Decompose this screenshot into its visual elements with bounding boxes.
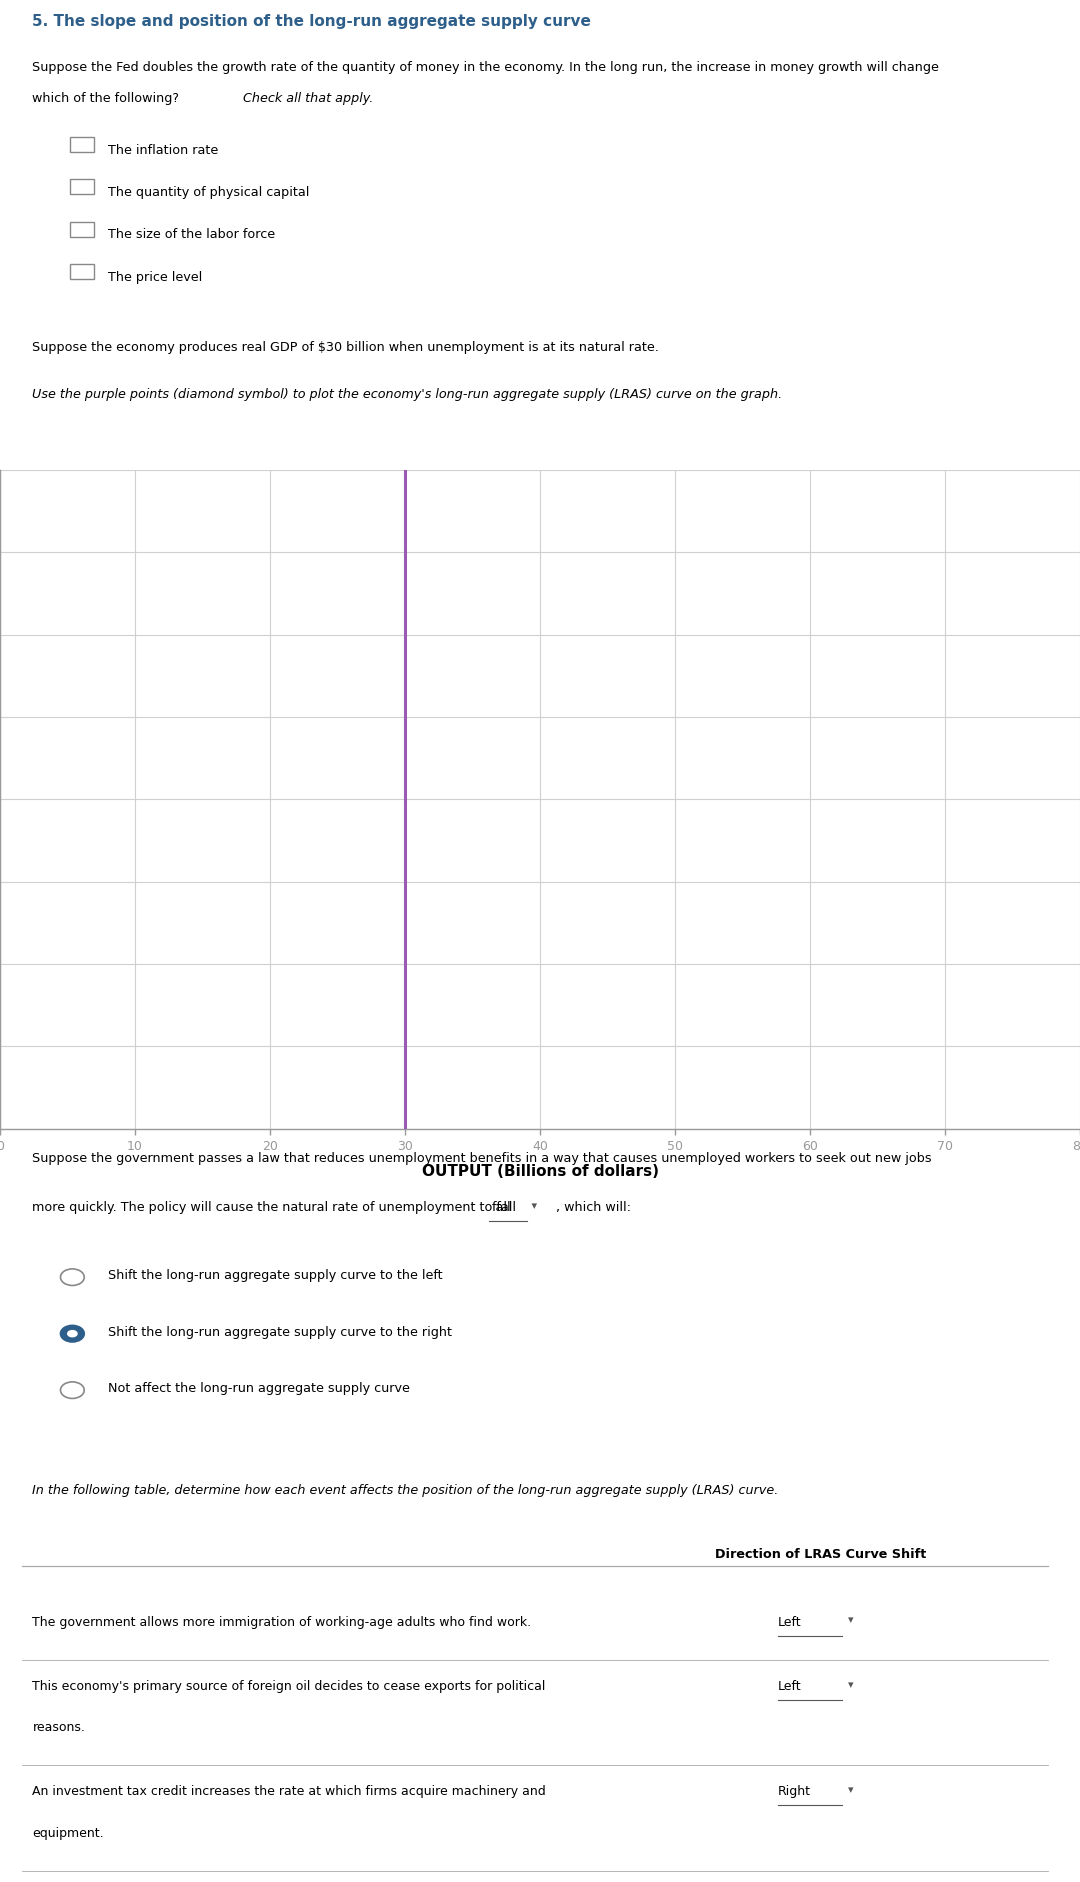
Text: ▾: ▾ (848, 1615, 853, 1624)
Text: Left: Left (778, 1679, 801, 1692)
Text: Use the purple points (diamond symbol) to plot the economy's long-run aggregate : Use the purple points (diamond symbol) t… (32, 388, 783, 401)
Text: which of the following?: which of the following? (32, 92, 184, 105)
Text: Shift the long-run aggregate supply curve to the right: Shift the long-run aggregate supply curv… (108, 1325, 453, 1338)
FancyBboxPatch shape (70, 181, 94, 196)
Text: equipment.: equipment. (32, 1826, 104, 1839)
Text: more quickly. The policy will cause the natural rate of unemployment to fall: more quickly. The policy will cause the … (32, 1201, 525, 1214)
Text: This economy's primary source of foreign oil decides to cease exports for politi: This economy's primary source of foreign… (32, 1679, 545, 1692)
Text: ▾: ▾ (528, 1201, 537, 1210)
Text: The inflation rate: The inflation rate (108, 143, 218, 156)
Text: ▾: ▾ (848, 1784, 853, 1794)
Text: An investment tax credit increases the rate at which firms acquire machinery and: An investment tax credit increases the r… (32, 1784, 546, 1797)
Text: In the following table, determine how each event affects the position of the lon: In the following table, determine how ea… (32, 1483, 779, 1496)
Circle shape (67, 1331, 78, 1338)
Text: Direction of LRAS Curve Shift: Direction of LRAS Curve Shift (715, 1547, 927, 1560)
Text: , which will:: , which will: (556, 1201, 631, 1214)
Circle shape (60, 1268, 84, 1285)
X-axis label: OUTPUT (Billions of dollars): OUTPUT (Billions of dollars) (421, 1163, 659, 1178)
Text: 5. The slope and position of the long-run aggregate supply curve: 5. The slope and position of the long-ru… (32, 13, 591, 28)
Text: Left: Left (778, 1615, 801, 1628)
Circle shape (60, 1325, 84, 1342)
Text: The size of the labor force: The size of the labor force (108, 228, 275, 241)
Circle shape (60, 1381, 84, 1398)
Text: Right: Right (778, 1784, 811, 1797)
FancyBboxPatch shape (70, 265, 94, 280)
FancyBboxPatch shape (70, 137, 94, 152)
Text: Check all that apply.: Check all that apply. (243, 92, 374, 105)
FancyBboxPatch shape (70, 222, 94, 237)
Text: Suppose the government passes a law that reduces unemployment benefits in a way : Suppose the government passes a law that… (32, 1152, 932, 1165)
Text: Suppose the Fed doubles the growth rate of the quantity of money in the economy.: Suppose the Fed doubles the growth rate … (32, 60, 940, 73)
Text: ▾: ▾ (848, 1679, 853, 1688)
Text: Shift the long-run aggregate supply curve to the left: Shift the long-run aggregate supply curv… (108, 1268, 443, 1282)
Text: The price level: The price level (108, 271, 202, 284)
Text: reasons.: reasons. (32, 1720, 85, 1733)
Text: The quantity of physical capital: The quantity of physical capital (108, 186, 309, 199)
Text: Suppose the economy produces real GDP of $30 billion when unemployment is at its: Suppose the economy produces real GDP of… (32, 341, 659, 354)
Text: Not affect the long-run aggregate supply curve: Not affect the long-run aggregate supply… (108, 1381, 410, 1395)
Text: The government allows more immigration of working-age adults who find work.: The government allows more immigration o… (32, 1615, 531, 1628)
Text: fall: fall (491, 1201, 511, 1214)
